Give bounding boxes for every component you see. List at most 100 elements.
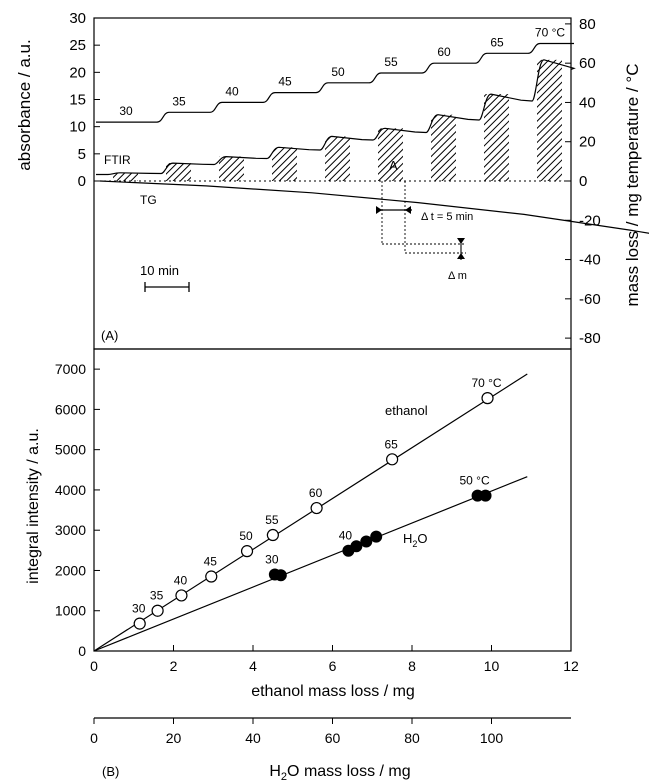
- h2o-point: [274, 569, 287, 582]
- left-tick-label: 0: [78, 173, 86, 190]
- left-tick-label: 5: [78, 146, 86, 163]
- scale-bar-label: 10 min: [140, 263, 179, 278]
- x2-tick-label: 60: [325, 730, 341, 746]
- secondary-x-axis-ticks: 0 20 40 60 80 100: [90, 718, 503, 746]
- ftir-bar: [219, 156, 244, 181]
- x-axis-label: ethanol mass loss / mg: [251, 683, 415, 700]
- temperature-step-label: 55: [384, 55, 398, 69]
- x-tick-label: 12: [563, 658, 579, 674]
- temperature-labels: 30 35 40 45 50 55 60 65 70 °C: [119, 26, 565, 119]
- x2-tick-label: 100: [480, 730, 504, 746]
- y-tick-label: 4000: [55, 482, 86, 498]
- right-tick-label: 40: [579, 94, 596, 111]
- ftir-bar: [378, 128, 403, 181]
- right-tick-label: -20: [579, 212, 601, 229]
- temperature-step-label: 45: [278, 75, 292, 89]
- ftir-bar: [537, 59, 562, 181]
- temperature-step-label: 30: [119, 104, 133, 118]
- h2o-point: [360, 535, 373, 548]
- ethanol-point-label: 60: [309, 486, 323, 500]
- x2-tick-label: 20: [166, 730, 182, 746]
- x-tick-label: 0: [90, 658, 98, 674]
- ethanol-point: [205, 570, 218, 583]
- x-tick-label: 2: [170, 658, 178, 674]
- y-axis-label: integral intensity / a.u.: [25, 428, 42, 584]
- left-tick-label: 15: [69, 92, 86, 109]
- left-tick-label: 30: [69, 10, 86, 27]
- ethanol-points: 30 35 40 45 50 55 60 65 70 °C: [132, 376, 502, 630]
- y-tick-label: 5000: [55, 442, 86, 458]
- dt-arrow-head-left: [376, 206, 382, 214]
- right-tick-label: 0: [579, 173, 587, 190]
- left-tick-label: 10: [69, 119, 86, 136]
- left-tick-label: 20: [69, 64, 86, 81]
- ethanol-point: [151, 604, 164, 617]
- ethanol-fit-line: [93, 373, 528, 652]
- ftir-bar: [113, 172, 138, 181]
- right-tick-label: 80: [579, 16, 596, 33]
- secondary-x-axis-label: H2O mass loss / mg: [269, 763, 410, 783]
- temperature-step-label: 50: [331, 65, 345, 79]
- right-axis-label: mass loss / mg temperature / °C: [623, 64, 642, 307]
- h2o-point-label: 30: [265, 552, 279, 566]
- right-tick-label: 60: [579, 55, 596, 72]
- ftir-line: [96, 59, 576, 176]
- ethanol-point-label: 40: [174, 573, 188, 587]
- ethanol-point: [175, 589, 188, 602]
- right-tick-label: -40: [579, 252, 601, 269]
- dm-arrow-head-bottom: [457, 253, 465, 259]
- y-tick-label: 2000: [55, 562, 86, 578]
- y-tick-label: 1000: [55, 603, 86, 619]
- ethanol-point: [386, 453, 399, 466]
- right-tick-label: 20: [579, 134, 596, 151]
- ethanol-series-label: ethanol: [385, 403, 428, 418]
- x-tick-label: 4: [249, 658, 257, 674]
- ethanol-point-label: 35: [150, 589, 164, 603]
- ftir-bar: [484, 94, 509, 181]
- tg-line: [99, 180, 649, 234]
- tg-label: TG: [140, 193, 157, 207]
- ftir-bar: [431, 114, 456, 181]
- left-axis-label: absorbance / a.u.: [15, 39, 34, 170]
- ethanol-point-label: 55: [265, 513, 279, 527]
- temperature-line: [96, 42, 574, 123]
- ftir-bar: [272, 147, 297, 181]
- ethanol-point-label: 65: [384, 437, 398, 451]
- right-tick-label: -80: [579, 330, 601, 347]
- panel-a-label: (A): [101, 328, 118, 343]
- y-axis-ticks: 0 1000 2000 3000 4000 5000 6000 7000: [55, 361, 100, 659]
- temperature-step-label: 70 °C: [535, 26, 565, 40]
- x-axis-ticks: 0 2 4 6 8 10 12: [90, 645, 579, 674]
- dm-arrow-head-top: [457, 238, 465, 244]
- ftir-bar: [325, 136, 350, 181]
- x-tick-label: 6: [329, 658, 337, 674]
- ethanol-point-label: 30: [132, 602, 146, 616]
- delta-t-label: Δ t = 5 min: [421, 211, 473, 223]
- h2o-fit-line: [93, 476, 528, 652]
- h2o-point-label: 40: [339, 529, 353, 543]
- ftir-label: FTIR: [104, 153, 131, 167]
- h2o-point: [479, 489, 492, 502]
- ftir-bar: [166, 163, 191, 181]
- y-tick-label: 7000: [55, 361, 86, 377]
- h2o-point: [350, 540, 363, 553]
- h2o-points: 30 40 50 °C: [265, 474, 492, 582]
- x2-tick-label: 40: [245, 730, 261, 746]
- left-axis-ticks: 0 5 10 15 20 25 30: [69, 10, 100, 190]
- x2-tick-label: 80: [404, 730, 420, 746]
- left-tick-label: 25: [69, 37, 86, 54]
- temperature-step-label: 35: [172, 94, 186, 108]
- temperature-step-label: 40: [225, 84, 239, 98]
- ethanol-point: [310, 501, 323, 515]
- temperature-step-label: 60: [437, 45, 451, 59]
- ethanol-point: [133, 617, 146, 630]
- ethanol-point-label: 50: [239, 529, 253, 543]
- right-axis-ticks: 80 60 40 20 0 -20 -40 -60 -80: [565, 16, 601, 347]
- dt-arrow-head-right: [405, 206, 411, 214]
- h2o-point: [370, 530, 383, 543]
- ethanol-point-label: 70 °C: [471, 376, 501, 390]
- h2o-point-label: 50 °C: [460, 474, 490, 488]
- temperature-step-label: 65: [490, 35, 504, 49]
